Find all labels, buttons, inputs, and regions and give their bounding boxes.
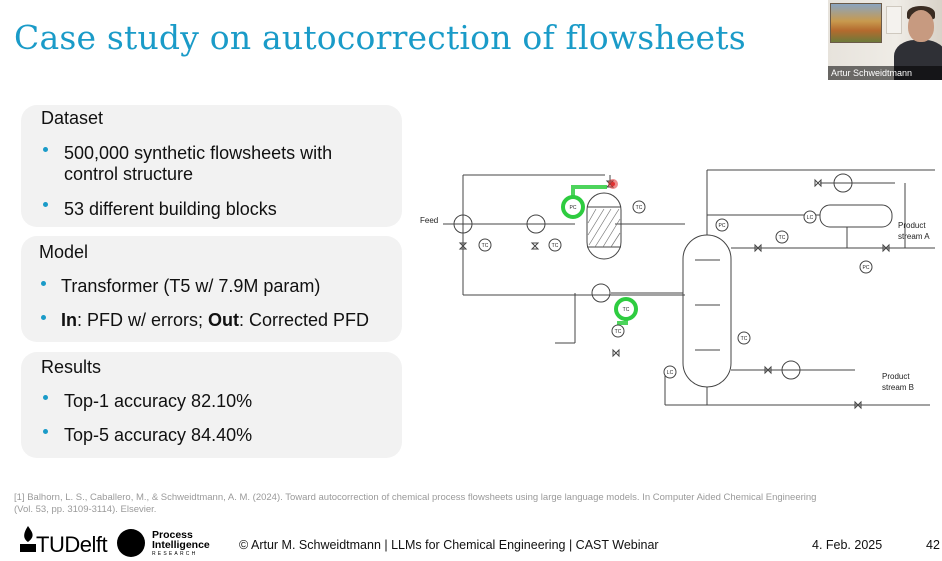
tag-tc: TC (636, 205, 643, 211)
pir-line-2: Intelligence (152, 539, 210, 551)
reactor (586, 192, 622, 260)
valve-7 (764, 365, 772, 375)
in-text: : PFD w/ errors; (77, 310, 209, 330)
bullet-dot (43, 147, 48, 152)
footer-date: 4. Feb. 2025 (812, 538, 883, 552)
reference-line-2: (Vol. 53, pp. 3109-3114). Elsevier. (14, 504, 157, 515)
out-text: : Corrected PFD (239, 310, 370, 330)
model-box: Model Transformer (T5 w/ 7.9M param) In:… (21, 236, 402, 342)
highlighted-tc (614, 297, 638, 321)
in-label: In (61, 310, 77, 330)
slide-title: Case study on autocorrection of flowshee… (14, 18, 746, 57)
highlighted-pc (561, 195, 585, 219)
dataset-bullet-1-cont: control structure (64, 164, 194, 184)
dataset-bullet-1: 500,000 synthetic flowsheets with (64, 143, 333, 163)
heat-exchanger-2 (526, 214, 546, 234)
results-bullet-1: Top-1 accuracy 82.10% (64, 391, 253, 411)
page-number: 42 (926, 538, 940, 552)
painting (830, 3, 882, 43)
tag-tc: TC (741, 336, 748, 342)
model-bullet-2: In: PFD w/ errors; Out: Corrected PFD (61, 310, 369, 331)
results-bullet-2: Top-5 accuracy 84.40% (64, 425, 253, 445)
tag-tc: TC (623, 307, 630, 313)
product-b-label-1: Product (882, 372, 910, 381)
error-marker-core (611, 182, 615, 186)
valve-2 (530, 242, 540, 250)
distillation-column (682, 234, 732, 388)
dataset-heading: Dataset (41, 108, 104, 128)
model-bullet-1: Transformer (T5 w/ 7.9M param) (61, 276, 321, 296)
feed-label: Feed (420, 216, 438, 225)
dataset-box: Dataset 500,000 synthetic flowsheets wit… (21, 105, 402, 227)
tag-lc: LC (667, 370, 674, 376)
tudelft-flame-icon (20, 526, 36, 552)
pir-logo-icon (117, 529, 145, 557)
product-a-label-1: Product (898, 221, 926, 230)
presenter-head (908, 10, 934, 42)
tag-pc: PC (719, 223, 726, 229)
valve-9 (612, 348, 620, 358)
results-heading: Results (41, 357, 102, 377)
product-a-label-2: stream A (898, 232, 930, 241)
valve-8 (854, 400, 862, 410)
bullet-dot (43, 395, 48, 400)
flowsheet-diagram: TC TC TC PC TC TC PC TC LC PC TC LC Feed… (420, 169, 935, 410)
valve-4 (754, 243, 762, 253)
pir-line-3: RESEARCH (152, 551, 198, 557)
tag-tc: TC (552, 243, 559, 249)
results-box: Results Top-1 accuracy 82.10% Top-5 accu… (21, 352, 402, 458)
pir-line-1: Process (152, 529, 193, 541)
footer-copyright: © Artur M. Schweidtmann | LLMs for Chemi… (239, 538, 659, 552)
heat-exchanger-3 (591, 283, 611, 303)
dataset-bullet-2: 53 different building blocks (64, 199, 277, 219)
presenter-video: Artur Schweidtmann (828, 0, 942, 80)
bullet-dot (41, 315, 46, 320)
valve-6 (814, 178, 822, 188)
tag-tc: TC (615, 329, 622, 335)
model-heading: Model (39, 242, 89, 262)
wall-frame (886, 6, 902, 34)
tudelft-logo: TUDelft (36, 532, 108, 557)
heat-exchanger-1 (453, 214, 473, 234)
bullet-dot (43, 202, 48, 207)
bullet-dot (43, 429, 48, 434)
reference-citation: [1] Balhorn, L. S., Caballero, M., & Sch… (14, 492, 816, 516)
tag-tc: TC (482, 243, 489, 249)
reference-line-1: [1] Balhorn, L. S., Caballero, M., & Sch… (14, 492, 817, 503)
reflux-drum (819, 204, 893, 228)
valve-1 (458, 242, 468, 250)
valve-5 (882, 243, 890, 253)
product-b-label-2: stream B (882, 383, 914, 392)
bullet-dot (41, 281, 46, 286)
presenter-name: Artur Schweidtmann (828, 66, 942, 80)
out-label: Out (208, 310, 240, 330)
pir-logo-text: Process Intelligence (152, 529, 210, 551)
tag-pc: PC (570, 205, 577, 211)
tag-lc: LC (807, 215, 814, 221)
tag-pc: PC (863, 265, 870, 271)
tag-tc: TC (779, 235, 786, 241)
